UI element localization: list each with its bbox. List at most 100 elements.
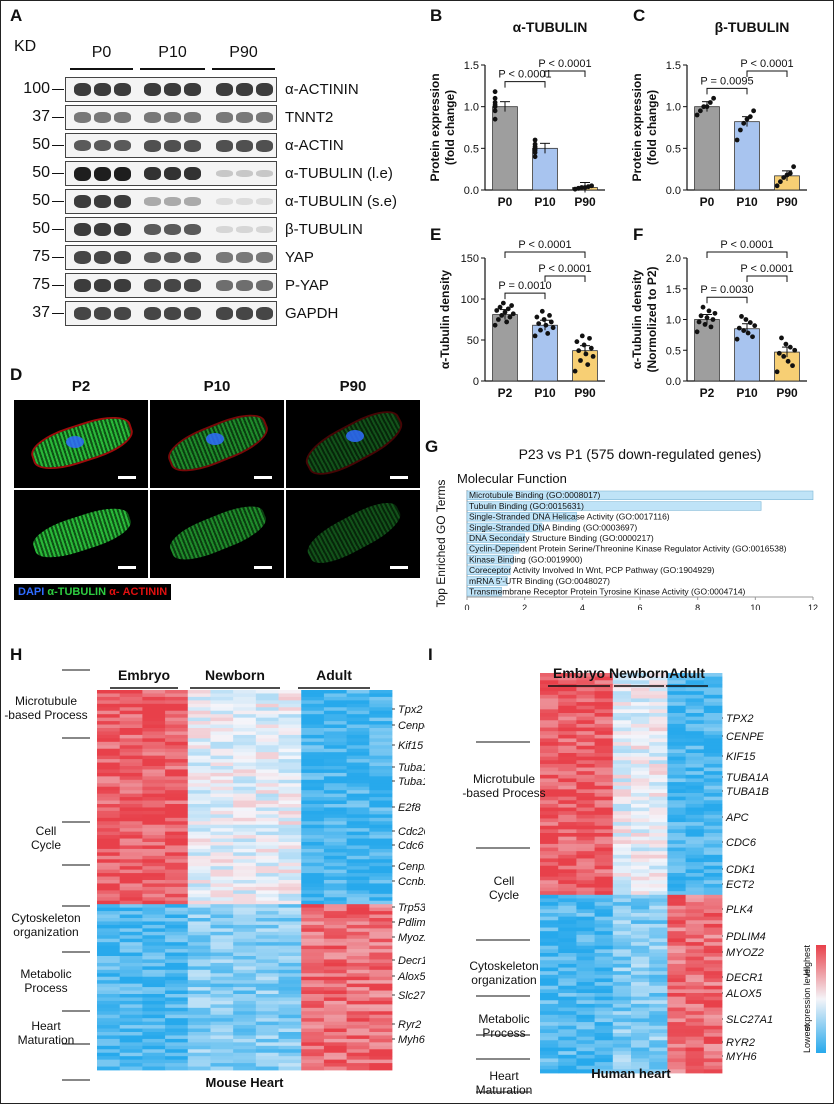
heatmap-cell xyxy=(631,847,650,852)
lane-group-label: P10 xyxy=(158,44,187,61)
heatmap-cell xyxy=(649,931,668,936)
heatmap-cell xyxy=(346,1004,370,1009)
heatmap-cell xyxy=(97,710,121,715)
heatmap-cell xyxy=(369,797,393,801)
heatmap-cell xyxy=(119,976,143,981)
heatmap-cell xyxy=(165,783,189,788)
blot-band xyxy=(74,223,91,236)
heatmap-cell xyxy=(323,717,348,722)
heatmap-cell xyxy=(685,847,705,852)
heatmap-cell xyxy=(301,935,325,940)
heatmap-cell xyxy=(703,894,723,899)
heatmap-cell xyxy=(558,753,577,758)
heatmap-cell xyxy=(576,963,595,968)
heatmap-cell xyxy=(119,883,143,888)
blot-band xyxy=(114,307,131,320)
blot-band xyxy=(114,251,131,264)
heatmap-cell xyxy=(301,1018,325,1023)
heatmap-cell xyxy=(540,1047,559,1052)
heatmap-cell xyxy=(97,759,121,763)
heatmap-cell xyxy=(233,1049,257,1054)
blot-band xyxy=(216,139,233,152)
heatmap-cell xyxy=(119,769,143,774)
heatmap-cell xyxy=(119,755,143,760)
heatmap-cell xyxy=(142,866,166,871)
heatmap-cell xyxy=(346,1056,370,1061)
heatmap-cell xyxy=(119,700,143,705)
go-term-label: Single-Stranded DNA Helicase Activity (G… xyxy=(469,512,670,522)
mw-tick xyxy=(52,313,64,314)
heatmap-cell xyxy=(233,1056,257,1061)
heatmap-cell xyxy=(631,1043,650,1048)
heatmap-cell xyxy=(165,911,189,915)
heatmap-cell xyxy=(187,869,211,874)
heatmap-cell xyxy=(210,724,234,729)
heatmap-cell xyxy=(142,693,166,698)
heatmap-cell xyxy=(255,1038,279,1043)
heatmap-cell xyxy=(594,1040,614,1045)
heatmap-cell xyxy=(685,793,705,798)
heatmap-cell xyxy=(119,983,143,988)
heatmap-cell xyxy=(667,753,686,758)
heatmap-cell xyxy=(301,759,325,763)
heatmap-cell xyxy=(323,734,348,739)
heatmap-cell xyxy=(631,989,650,994)
heatmap-cell xyxy=(165,1018,189,1023)
heatmap-cell xyxy=(210,942,234,947)
heatmap-cell xyxy=(369,866,393,871)
heatmap-cell xyxy=(119,973,143,978)
heatmap-cell xyxy=(649,1022,668,1027)
heatmap-cell xyxy=(323,852,348,857)
heatmap-cell xyxy=(703,698,723,703)
heatmap-cell xyxy=(631,913,650,918)
heatmap-cell xyxy=(142,724,166,729)
heatmap-cell xyxy=(346,904,370,909)
heatmap-cell xyxy=(97,949,121,953)
heatmap-cell xyxy=(649,894,668,899)
heatmap-cell xyxy=(685,1000,705,1005)
heatmap-cell xyxy=(142,931,166,936)
heatmap-cell xyxy=(667,822,686,827)
heatmap-cell xyxy=(187,997,211,1002)
blot-band xyxy=(114,166,131,181)
heatmap-cell xyxy=(119,745,143,750)
heatmap-cell xyxy=(631,843,650,848)
heatmap-cell xyxy=(301,890,325,895)
heatmap-cell xyxy=(255,931,279,936)
heatmap-cell xyxy=(576,840,595,845)
heatmap-cell xyxy=(685,967,705,972)
go-term-label: Cyclin-Dependent Protein Serine/Threonin… xyxy=(469,544,787,554)
heatmap-cell xyxy=(540,720,559,725)
heatmap-cell xyxy=(142,883,166,888)
heatmap-cell xyxy=(649,858,668,863)
heatmap-cell xyxy=(210,690,234,694)
heatmap-cell xyxy=(612,938,632,943)
heatmap-cell xyxy=(576,789,595,794)
go-bar xyxy=(466,576,508,586)
heatmap-cell xyxy=(703,800,723,805)
heatmap-cell xyxy=(301,766,325,770)
heatmap-cell xyxy=(165,921,189,926)
heatmap-cell xyxy=(187,807,211,812)
heatmap-cell xyxy=(278,793,302,798)
heatmap-cell xyxy=(558,996,577,1001)
heatmap-cell xyxy=(187,880,211,884)
heatmap-cell xyxy=(631,1022,650,1027)
heatmap-cell xyxy=(97,1059,121,1064)
heatmap-cell xyxy=(119,748,143,753)
heatmap-cell xyxy=(649,1062,668,1067)
heatmap-cell xyxy=(594,938,614,943)
heatmap-cell xyxy=(97,938,121,943)
heatmap-cell xyxy=(278,1056,302,1061)
heatmap-cell xyxy=(142,807,166,812)
heatmap-cell xyxy=(594,996,614,1001)
heatmap-cell xyxy=(346,848,370,853)
y-axis-label: (Normolized to P2) xyxy=(645,266,659,372)
heatmap-cell xyxy=(233,717,257,722)
heatmap-cell xyxy=(255,969,279,974)
heatmap-cell xyxy=(255,1004,279,1009)
heatmap-cell xyxy=(558,1065,577,1070)
heatmap-cell xyxy=(165,696,189,701)
heatmap-cell xyxy=(187,741,211,746)
